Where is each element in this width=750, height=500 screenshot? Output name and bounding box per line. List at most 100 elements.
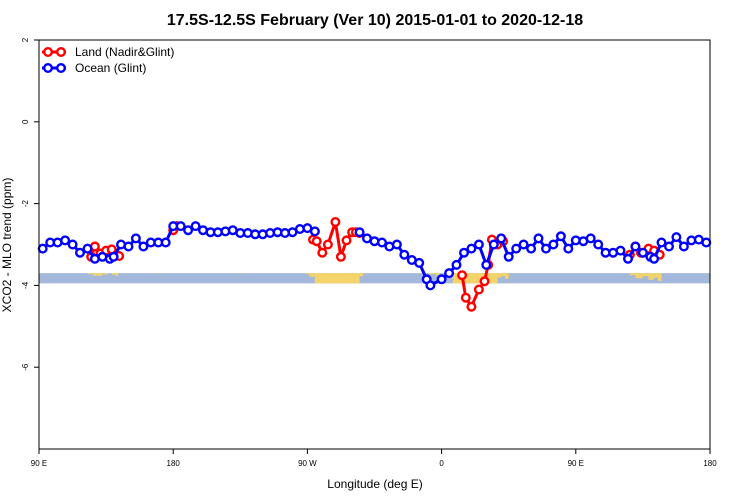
land-fraction-20 (648, 273, 655, 280)
x-axis-label: Longitude (deg E) (327, 477, 422, 491)
land-fraction-2 (102, 273, 108, 275)
plot-frame (38, 39, 711, 450)
data-point (425, 280, 436, 291)
data-point (548, 239, 559, 250)
data-point (563, 243, 574, 254)
data-point (130, 233, 141, 244)
data-point (649, 253, 660, 264)
data-point (593, 239, 604, 250)
data-point (317, 247, 328, 258)
series-ocean (37, 221, 712, 291)
data-point (541, 243, 552, 254)
data-point (678, 241, 689, 252)
data-point (414, 257, 425, 268)
land-fraction-10 (359, 273, 364, 277)
data-point (664, 241, 675, 252)
chart-title: 17.5S-12.5S February (Ver 10) 2015-01-01… (167, 12, 583, 29)
data-point (656, 237, 667, 248)
x-tick-label: 0 (439, 459, 444, 468)
data-point (311, 236, 322, 247)
data-point (190, 221, 201, 232)
data-point (473, 284, 484, 295)
data-point (488, 239, 499, 250)
legend: Land (Nadir&Glint) Ocean (Glint) (42, 45, 174, 75)
data-point (518, 239, 529, 250)
data-point (399, 249, 410, 260)
data-point (183, 225, 194, 236)
land-fraction-3 (111, 273, 116, 275)
x-tick-label: 180 (167, 459, 181, 468)
land-fraction-1 (93, 273, 103, 276)
data-point (479, 276, 490, 287)
y-tick-label: 2 (21, 37, 30, 42)
y-tick-label: 0 (21, 119, 30, 124)
land-fraction-12 (436, 273, 440, 276)
data-point (330, 216, 341, 227)
data-point (391, 239, 402, 250)
data-point (457, 270, 468, 281)
data-point (466, 243, 477, 254)
data-point (460, 292, 471, 303)
data-point (526, 243, 537, 254)
data-point (60, 235, 71, 246)
data-point (160, 237, 171, 248)
land-fraction-0 (87, 273, 94, 275)
land-fraction-4 (115, 273, 119, 276)
legend-marker (56, 62, 67, 73)
x-tick-label: 90 W (298, 459, 317, 468)
y-axis: 2 0 -2 -4 -6 (21, 37, 39, 371)
y-tick-label: -2 (21, 199, 30, 207)
data-point (459, 247, 470, 258)
data-point (67, 239, 78, 250)
data-point (436, 274, 447, 285)
data-point (444, 268, 455, 279)
legend-label: Ocean (Glint) (75, 61, 146, 75)
land-fraction-22 (657, 273, 662, 281)
data-point (511, 243, 522, 254)
data-point (615, 245, 626, 256)
series-layer (37, 216, 712, 312)
land-fraction-21 (654, 273, 658, 278)
data-point (466, 301, 477, 312)
data-point (309, 226, 320, 237)
data-point (630, 241, 641, 252)
data-point (138, 241, 149, 252)
data-point (123, 241, 134, 252)
land-fraction-6 (242, 273, 245, 274)
x-tick-label: 90 E (31, 459, 47, 468)
land-fraction-19 (642, 273, 649, 277)
y-tick-label: -4 (21, 281, 30, 289)
data-point (354, 227, 365, 238)
data-point (585, 233, 596, 244)
data-point (503, 251, 514, 262)
legend-item: Land (Nadir&Glint) (42, 45, 174, 59)
data-point (496, 233, 507, 244)
data-point (341, 235, 352, 246)
legend-marker (43, 62, 54, 73)
data-point (108, 251, 119, 262)
legend-marker (43, 47, 54, 58)
data-point (481, 259, 492, 270)
land-fraction-7 (305, 273, 310, 275)
y-tick-label: -6 (21, 363, 30, 371)
data-point (82, 243, 93, 254)
y-axis-label: XCO2 - MLO trend (ppm) (0, 178, 14, 313)
data-point (377, 237, 388, 248)
data-point (322, 239, 333, 250)
data-point (637, 247, 648, 258)
data-point (37, 243, 48, 254)
surface-strip (39, 273, 710, 284)
legend-marker (56, 47, 67, 58)
x-axis: 90 E 180 90 W 0 90 E 180 (31, 449, 717, 468)
data-point (701, 237, 712, 248)
x-tick-label: 180 (703, 459, 717, 468)
data-point (369, 236, 380, 247)
land-fraction-8 (309, 273, 315, 277)
land-fraction-14 (497, 273, 502, 278)
land-fraction-15 (501, 273, 505, 277)
data-point (555, 231, 566, 242)
ocean-band (39, 273, 710, 284)
data-point (623, 253, 634, 264)
series-land (86, 216, 665, 312)
